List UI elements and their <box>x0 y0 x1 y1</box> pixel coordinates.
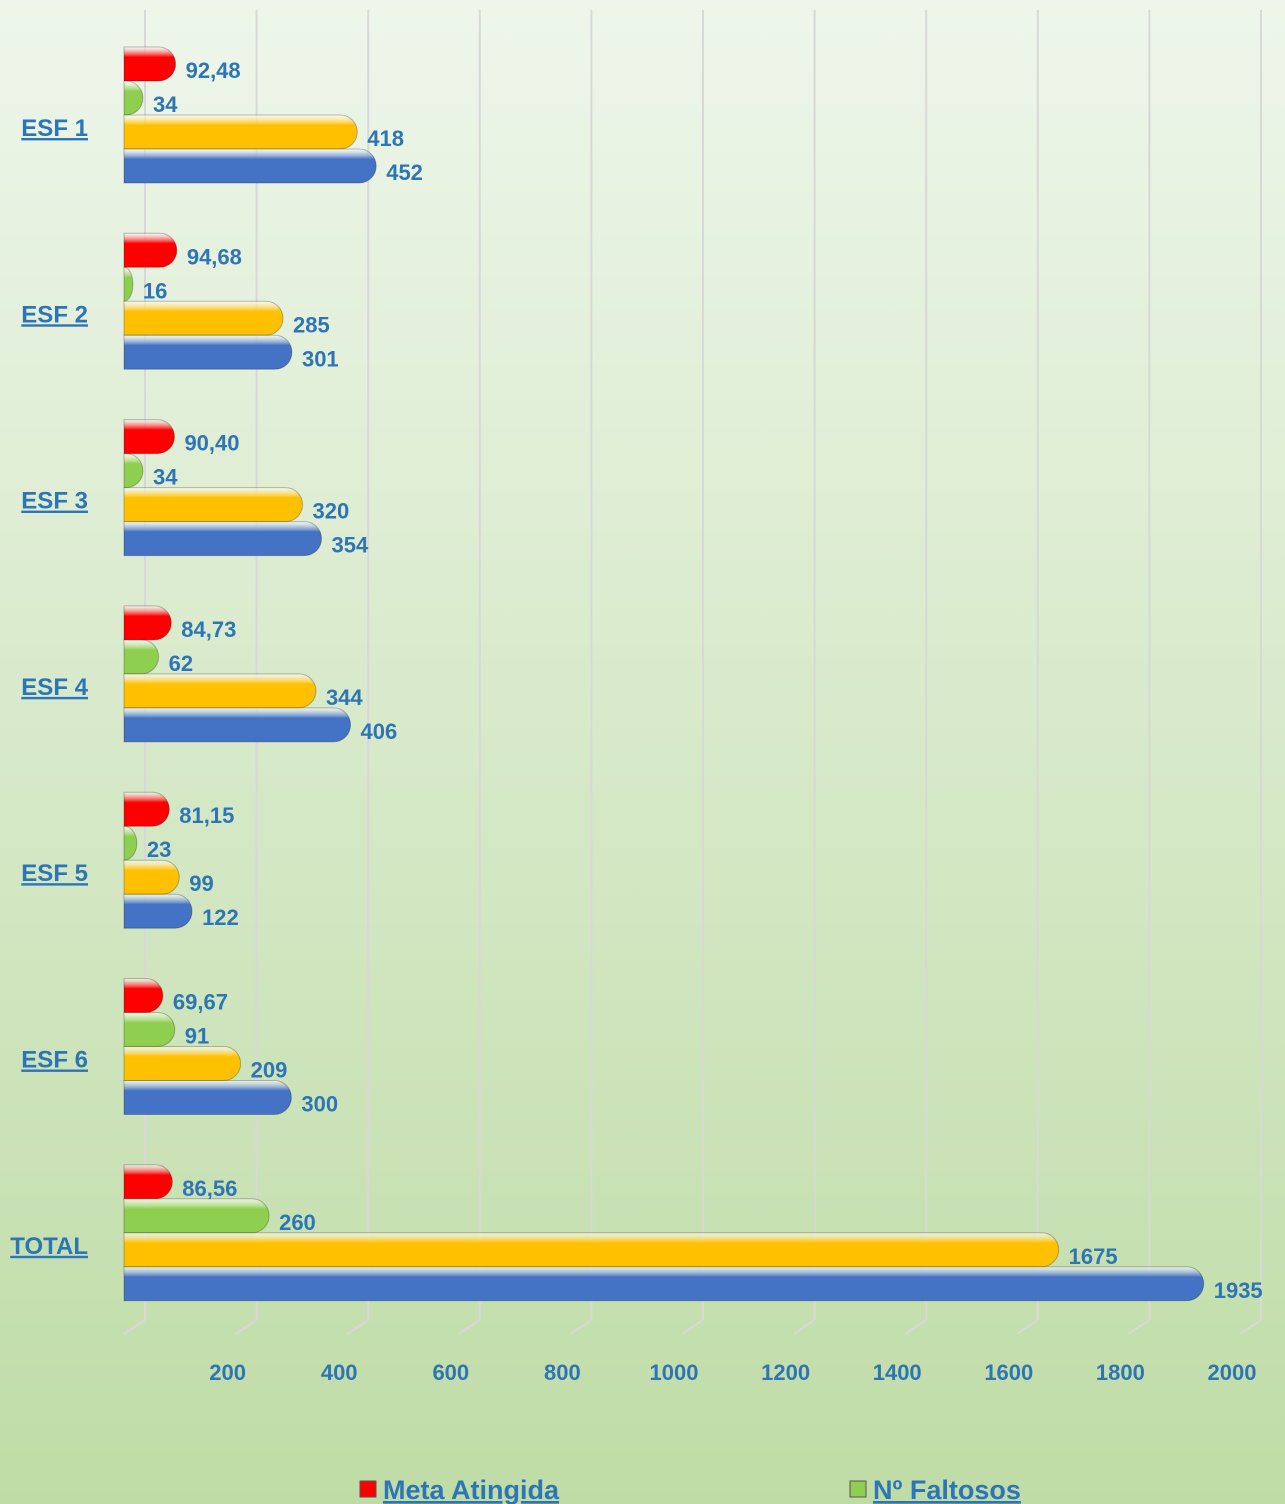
data-label: 86,56 <box>182 1176 237 1201</box>
data-label: 99 <box>189 871 213 896</box>
data-label: 23 <box>147 837 171 862</box>
grid-foot <box>1239 1319 1262 1335</box>
bar <box>123 859 180 895</box>
legend-label: Nº Faltosos <box>873 1475 1021 1504</box>
bar <box>123 1164 173 1200</box>
bar <box>123 453 144 489</box>
y-tick-label: ESF 4 <box>21 674 88 701</box>
x-tick-label: 800 <box>544 1360 581 1385</box>
y-tick-label: ESF 5 <box>21 860 88 887</box>
y-tick-label: ESF 2 <box>21 301 88 328</box>
data-label: 285 <box>293 312 330 337</box>
bar <box>123 673 317 709</box>
data-label: 122 <box>202 905 239 930</box>
bar <box>123 1080 292 1115</box>
x-tick-label: 600 <box>432 1360 469 1385</box>
data-label: 344 <box>326 685 363 710</box>
bar <box>123 80 144 116</box>
y-tick-label: ESF 1 <box>21 115 88 142</box>
bar <box>123 1266 1205 1302</box>
bar <box>123 791 170 827</box>
bar <box>123 1046 242 1081</box>
bar <box>123 825 138 861</box>
bar <box>123 978 164 1013</box>
legend-swatch <box>359 1480 377 1498</box>
x-tick-label: 1000 <box>650 1360 699 1385</box>
data-label: 209 <box>251 1058 288 1083</box>
x-tick-label: 1600 <box>984 1360 1033 1385</box>
data-label: 91 <box>185 1024 209 1049</box>
bar <box>123 1232 1060 1268</box>
axis-floor <box>123 1319 146 1335</box>
data-label: 94,68 <box>187 244 242 269</box>
legend-label: Meta Atingida <box>383 1475 560 1504</box>
data-label: 81,15 <box>179 803 234 828</box>
data-label: 418 <box>367 126 404 151</box>
data-label: 320 <box>313 499 350 524</box>
bar <box>123 300 284 336</box>
grid-foot <box>235 1319 258 1335</box>
legend-swatch <box>849 1480 867 1498</box>
y-tick-label: TOTAL <box>10 1233 88 1260</box>
data-label: 34 <box>153 92 178 117</box>
grid-foot <box>458 1319 481 1335</box>
bar <box>123 521 323 557</box>
data-label: 300 <box>301 1092 338 1117</box>
data-label: 452 <box>386 160 423 185</box>
bar <box>123 334 293 370</box>
x-tick-label: 1800 <box>1096 1360 1145 1385</box>
bar <box>123 148 377 184</box>
bar <box>123 46 177 82</box>
data-label: 1675 <box>1069 1244 1118 1269</box>
data-label: 84,73 <box>181 617 236 642</box>
y-tick-label: ESF 6 <box>21 1047 88 1074</box>
grid-foot <box>569 1319 592 1335</box>
grid-foot <box>681 1319 704 1335</box>
bar <box>123 605 172 641</box>
x-tick-label: 400 <box>321 1360 358 1385</box>
x-tick-label: 200 <box>209 1360 246 1385</box>
data-label: 16 <box>143 278 167 303</box>
bar <box>123 893 193 929</box>
bar <box>123 639 160 675</box>
bar <box>123 266 134 302</box>
x-tick-label: 1400 <box>873 1360 922 1385</box>
bar <box>123 419 175 455</box>
bar <box>123 114 358 150</box>
data-label: 92,48 <box>186 58 241 83</box>
bar <box>123 232 178 268</box>
data-label: 354 <box>332 533 369 558</box>
data-label: 1935 <box>1214 1278 1263 1303</box>
bar <box>123 1012 176 1047</box>
x-tick-label: 2000 <box>1208 1360 1257 1385</box>
bar <box>123 707 352 743</box>
y-tick-label: ESF 3 <box>21 488 88 515</box>
grid-foot <box>904 1319 927 1335</box>
data-label: 406 <box>361 719 398 744</box>
grid-foot <box>346 1319 369 1335</box>
data-label: 62 <box>169 651 193 676</box>
bar <box>123 1198 270 1234</box>
grid-foot <box>1016 1319 1039 1335</box>
data-label: 90,40 <box>184 431 239 456</box>
grid-foot <box>793 1319 816 1335</box>
data-label: 69,67 <box>173 990 228 1015</box>
grid-foot <box>1127 1319 1150 1335</box>
data-label: 301 <box>302 346 339 371</box>
bar <box>123 487 304 523</box>
x-tick-label: 1200 <box>761 1360 810 1385</box>
data-label: 34 <box>153 465 178 490</box>
data-label: 260 <box>279 1210 316 1235</box>
